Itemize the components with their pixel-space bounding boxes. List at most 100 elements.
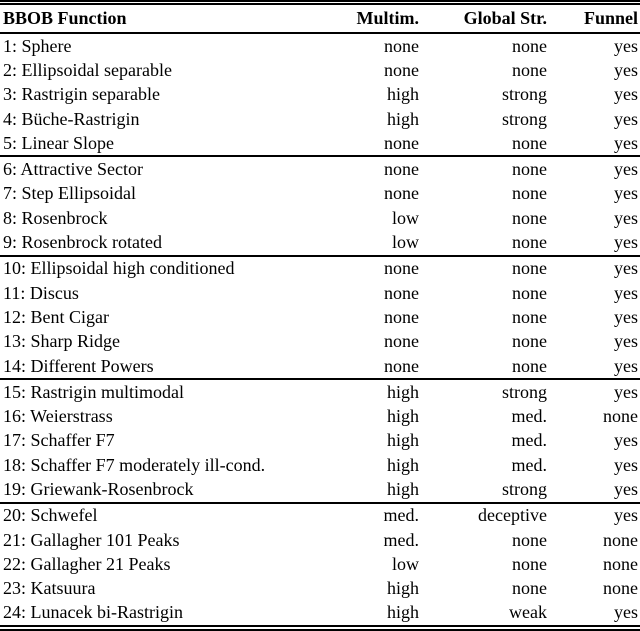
- cell-funnel: yes: [614, 35, 638, 56]
- table-row: 18: Schaffer F7 moderately ill-cond. high…: [0, 453, 640, 477]
- table-row: 23: Katsuura high none none: [0, 577, 640, 601]
- cell-global-structure: none: [512, 553, 547, 574]
- cell-funnel: yes: [614, 59, 638, 80]
- cell-funnel: yes: [614, 108, 638, 129]
- cell-function: 7: Step Ellipsoidal: [3, 183, 136, 204]
- table-group-5: 20: Schwefel med. deceptive yes 21: Gallaghe…: [0, 501, 640, 628]
- table-row: 16: Weierstrass high med. none: [0, 404, 640, 428]
- table-row: 22: Gallagher 21 Peaks low none none: [0, 552, 640, 576]
- cell-funnel: yes: [614, 183, 638, 204]
- cell-function: 23: Katsuura: [3, 578, 96, 599]
- cell-global-structure: none: [512, 132, 547, 153]
- cell-global-structure: none: [512, 59, 547, 80]
- table-row: 21: Gallagher 101 Peaks med. none none: [0, 528, 640, 552]
- cell-funnel: yes: [614, 232, 638, 253]
- table-row: 10: Ellipsoidal high conditioned none none…: [0, 254, 640, 281]
- cell-global-structure: weak: [509, 602, 547, 623]
- table-row: 12: Bent Cigar none none yes: [0, 305, 640, 329]
- cell-funnel: none: [603, 406, 638, 427]
- table-row: 3: Rastrigin separable high strong yes: [0, 83, 640, 107]
- table-row: 7: Step Ellipsoidal none none yes: [0, 182, 640, 206]
- cell-global-structure: none: [512, 578, 547, 599]
- cell-funnel: yes: [614, 282, 638, 303]
- table-row: 14: Different Powers none none yes: [0, 354, 640, 379]
- cell-funnel: yes: [614, 602, 638, 623]
- table-row: 24: Lunacek bi-Rastrigin high weak yes: [0, 601, 640, 628]
- cell-funnel: none: [603, 553, 638, 574]
- cell-multimodality: med.: [262, 501, 419, 528]
- table-row: 2: Ellipsoidal separable none none yes: [0, 58, 640, 82]
- cell-multimodality: none: [262, 254, 419, 281]
- cell-function: 9: Rosenbrock rotated: [3, 232, 162, 253]
- table-row: 20: Schwefel med. deceptive yes: [0, 501, 640, 528]
- table-row: 13: Sharp Ridge none none yes: [0, 330, 640, 354]
- cell-global-structure: med.: [511, 454, 548, 475]
- cell-funnel: yes: [614, 355, 638, 376]
- cell-function: 6: Attractive Sector: [0, 155, 262, 182]
- cell-global-structure: none: [512, 207, 547, 228]
- cell-multimodality: none: [262, 155, 419, 182]
- cell-function: 21: Gallagher 101 Peaks: [3, 529, 180, 550]
- cell-function: 10: Ellipsoidal high conditioned: [0, 254, 262, 281]
- cell-function: 13: Sharp Ridge: [3, 331, 120, 352]
- cell-global-structure: none: [512, 183, 547, 204]
- cell-function: 19: Griewank-Rosenbrock: [3, 478, 194, 499]
- cell-function: 22: Gallagher 21 Peaks: [3, 553, 171, 574]
- table-row: 17: Schaffer F7 high med. yes: [0, 429, 640, 453]
- col-header-funnel: Funnel: [547, 2, 640, 34]
- cell-multimodality: high: [386, 602, 419, 623]
- cell-multimodality: high: [386, 578, 419, 599]
- cell-multimodality: none: [384, 35, 419, 56]
- cell-multimodality: none: [384, 306, 419, 327]
- cell-multimodality: none: [384, 59, 419, 80]
- cell-function: 18: Schaffer F7 moderately ill-cond.: [3, 454, 266, 475]
- cell-global-structure: none: [419, 155, 547, 182]
- cell-multimodality: med.: [383, 529, 420, 550]
- table-header: BBOB Function Multim. Global Str. Funnel: [0, 2, 640, 34]
- cell-multimodality: low: [392, 553, 419, 574]
- cell-function: 17: Schaffer F7: [3, 430, 115, 451]
- cell-multimodality: none: [384, 331, 419, 352]
- cell-multimodality: none: [384, 132, 419, 153]
- cell-multimodality: high: [386, 478, 419, 499]
- cell-funnel: yes: [614, 207, 638, 228]
- cell-multimodality: none: [384, 355, 419, 376]
- cell-function: 4: Büche-Rastrigin: [3, 108, 140, 129]
- cell-funnel: yes: [547, 501, 640, 528]
- cell-funnel: yes: [614, 454, 638, 475]
- cell-global-structure: strong: [502, 108, 547, 129]
- cell-global-structure: med.: [511, 406, 548, 427]
- cell-function: 24: Lunacek bi-Rastrigin: [3, 602, 183, 623]
- col-header-multimodality: Multim.: [262, 2, 419, 34]
- cell-funnel: yes: [614, 478, 638, 499]
- cell-global-structure: strong: [419, 378, 547, 405]
- cell-function: 5: Linear Slope: [3, 132, 114, 153]
- cell-funnel: yes: [614, 331, 638, 352]
- cell-global-structure: none: [512, 35, 547, 56]
- table-group-3: 10: Ellipsoidal high conditioned none none…: [0, 254, 640, 379]
- col-header-function: BBOB Function: [0, 2, 262, 34]
- table-row: 19: Griewank-Rosenbrock high strong yes: [0, 477, 640, 502]
- cell-multimodality: high: [386, 108, 419, 129]
- cell-multimodality: high: [262, 378, 419, 405]
- cell-function: 11: Discus: [3, 282, 79, 303]
- table-row: 8: Rosenbrock low none yes: [0, 206, 640, 230]
- cell-multimodality: none: [384, 183, 419, 204]
- cell-global-structure: none: [512, 306, 547, 327]
- table-group-4: 15: Rastrigin multimodal high strong yes 16:…: [0, 378, 640, 502]
- cell-multimodality: high: [386, 406, 419, 427]
- table-row: 15: Rastrigin multimodal high strong yes: [0, 378, 640, 405]
- cell-global-structure: none: [512, 529, 547, 550]
- cell-function: 12: Bent Cigar: [3, 306, 109, 327]
- cell-funnel: yes: [614, 132, 638, 153]
- cell-function: 15: Rastrigin multimodal: [0, 378, 262, 405]
- cell-function: 1: Sphere: [3, 35, 72, 56]
- cell-global-structure: strong: [502, 84, 547, 105]
- cell-function: 3: Rastrigin separable: [3, 84, 160, 105]
- table-row: 6: Attractive Sector none none yes: [0, 155, 640, 182]
- cell-function: 14: Different Powers: [3, 355, 154, 376]
- cell-global-structure: none: [512, 282, 547, 303]
- cell-multimodality: high: [386, 430, 419, 451]
- cell-funnel: none: [603, 578, 638, 599]
